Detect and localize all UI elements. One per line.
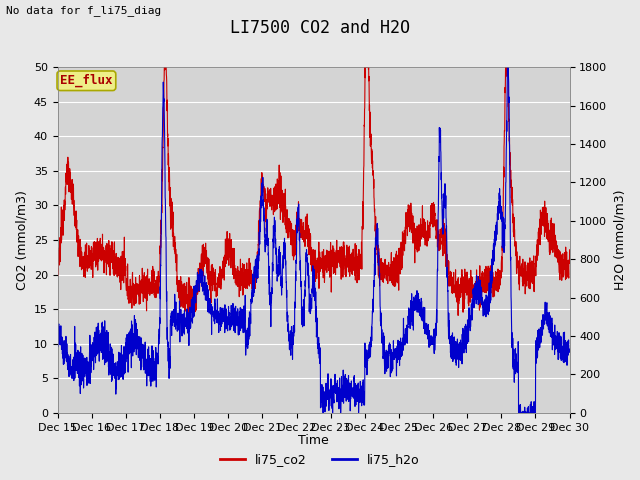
Y-axis label: CO2 (mmol/m3): CO2 (mmol/m3): [15, 190, 28, 290]
X-axis label: Time: Time: [298, 434, 329, 447]
Text: No data for f_li75_diag: No data for f_li75_diag: [6, 5, 162, 16]
Text: LI7500 CO2 and H2O: LI7500 CO2 and H2O: [230, 19, 410, 37]
Legend: li75_co2, li75_h2o: li75_co2, li75_h2o: [215, 448, 425, 471]
Y-axis label: H2O (mmol/m3): H2O (mmol/m3): [613, 190, 626, 290]
Text: EE_flux: EE_flux: [60, 74, 113, 87]
